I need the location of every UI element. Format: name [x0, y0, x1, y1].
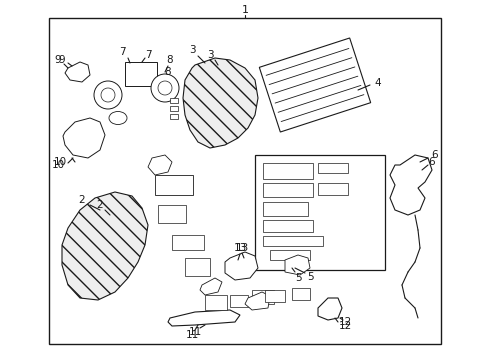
Bar [204, 295, 226, 310]
Bar [184, 258, 209, 276]
Text: 3: 3 [206, 50, 213, 60]
Text: 3: 3 [188, 45, 195, 55]
Bar [263, 236, 323, 246]
Text: 6: 6 [431, 150, 437, 160]
Text: 11: 11 [185, 330, 198, 340]
Polygon shape [317, 298, 341, 320]
Polygon shape [62, 192, 148, 300]
Bar [291, 288, 309, 300]
Bar [170, 98, 178, 103]
Polygon shape [183, 58, 258, 148]
Text: 9: 9 [59, 55, 65, 65]
Polygon shape [148, 155, 172, 175]
Bar [170, 114, 178, 119]
Bar [317, 163, 347, 173]
Polygon shape [63, 118, 105, 158]
Bar [263, 183, 312, 197]
Text: 12: 12 [338, 317, 351, 327]
Polygon shape [224, 252, 258, 280]
Bar [155, 175, 193, 195]
Text: 2: 2 [97, 200, 103, 210]
Text: 12: 12 [338, 321, 351, 331]
Text: 6: 6 [428, 157, 434, 167]
Text: 10: 10 [51, 160, 64, 170]
Circle shape [101, 88, 115, 102]
Text: 2: 2 [79, 195, 85, 205]
Text: 10: 10 [53, 157, 66, 167]
Bar [229, 295, 247, 307]
Bar [125, 62, 157, 86]
Text: 8: 8 [166, 55, 173, 65]
Polygon shape [244, 292, 269, 310]
Text: 7: 7 [119, 47, 125, 57]
Bar [264, 290, 285, 302]
Bar [172, 235, 203, 250]
Circle shape [158, 81, 172, 95]
Bar [269, 250, 309, 260]
Polygon shape [200, 278, 222, 295]
Text: 11: 11 [188, 327, 201, 337]
Circle shape [94, 81, 122, 109]
Bar [263, 220, 312, 232]
Circle shape [151, 74, 179, 102]
Text: 5: 5 [294, 273, 301, 283]
Bar [263, 202, 307, 216]
Text: 4: 4 [374, 78, 381, 88]
Text: 13: 13 [235, 243, 248, 253]
Text: 8: 8 [164, 67, 171, 77]
Text: 9: 9 [55, 55, 61, 65]
Bar [170, 106, 178, 111]
Ellipse shape [109, 112, 127, 125]
Bar [263, 163, 312, 179]
Bar [49, 18, 440, 344]
Text: 7: 7 [144, 50, 151, 60]
Text: 1: 1 [241, 5, 248, 15]
Text: 13: 13 [233, 243, 246, 253]
Polygon shape [285, 255, 309, 275]
Text: 5: 5 [306, 272, 313, 282]
Polygon shape [259, 38, 370, 132]
Bar [158, 205, 185, 223]
Bar [254, 155, 384, 270]
Bar [251, 290, 273, 304]
Polygon shape [65, 62, 90, 82]
Polygon shape [389, 155, 431, 215]
Bar [317, 183, 347, 195]
Polygon shape [168, 310, 240, 326]
